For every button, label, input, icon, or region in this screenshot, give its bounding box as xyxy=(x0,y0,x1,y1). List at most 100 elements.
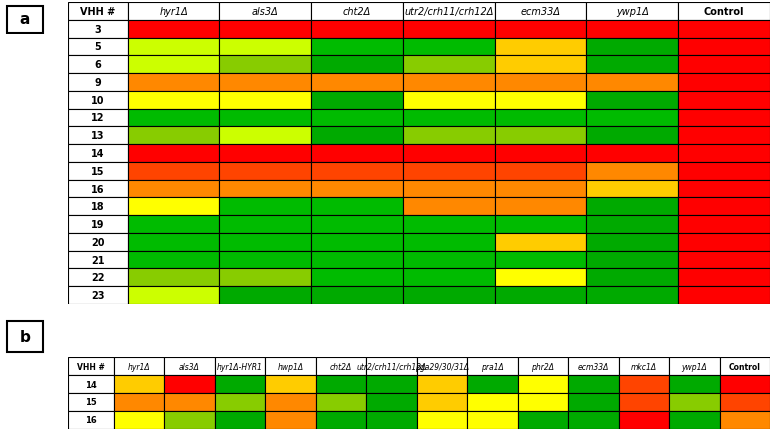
Bar xyxy=(68,3,127,21)
Bar xyxy=(311,198,403,216)
Bar xyxy=(495,251,587,269)
Bar xyxy=(68,216,127,233)
Bar xyxy=(587,56,679,74)
Bar xyxy=(417,375,467,393)
Bar xyxy=(265,357,316,375)
Bar xyxy=(568,411,618,429)
Bar xyxy=(219,56,311,74)
Text: 19: 19 xyxy=(91,220,104,230)
Bar xyxy=(68,74,127,92)
Bar xyxy=(127,92,219,109)
Text: utr2/crh11/crh12Δ: utr2/crh11/crh12Δ xyxy=(356,362,426,371)
Text: 9: 9 xyxy=(94,78,101,88)
Bar xyxy=(215,411,265,429)
Bar xyxy=(311,3,403,21)
Bar xyxy=(495,269,587,286)
Bar xyxy=(215,393,265,411)
Bar xyxy=(568,393,618,411)
Bar xyxy=(495,145,587,163)
Text: 15: 15 xyxy=(85,398,96,406)
Bar xyxy=(467,393,517,411)
Bar xyxy=(679,21,770,38)
Bar xyxy=(417,393,467,411)
Bar xyxy=(215,375,265,393)
Text: 21: 21 xyxy=(91,255,104,265)
Bar xyxy=(68,357,113,375)
Bar xyxy=(403,74,495,92)
Text: 14: 14 xyxy=(91,149,104,159)
Bar xyxy=(127,56,219,74)
Bar xyxy=(219,233,311,251)
Bar xyxy=(68,163,127,180)
Bar xyxy=(68,21,127,38)
Bar xyxy=(219,180,311,198)
Bar xyxy=(311,145,403,163)
Bar xyxy=(403,286,495,304)
Text: cht2Δ: cht2Δ xyxy=(330,362,352,371)
Bar xyxy=(495,92,587,109)
Bar xyxy=(587,21,679,38)
Text: 16: 16 xyxy=(91,184,104,194)
Bar xyxy=(679,198,770,216)
Bar xyxy=(366,393,417,411)
Bar xyxy=(127,3,219,21)
Bar xyxy=(127,109,219,127)
Bar xyxy=(265,375,316,393)
Bar xyxy=(127,286,219,304)
Bar xyxy=(495,216,587,233)
Bar xyxy=(311,92,403,109)
Text: hwp1Δ: hwp1Δ xyxy=(277,362,303,371)
Bar xyxy=(366,411,417,429)
Bar xyxy=(679,92,770,109)
Bar xyxy=(311,56,403,74)
Bar xyxy=(618,411,669,429)
Bar xyxy=(587,286,679,304)
Bar xyxy=(720,357,770,375)
Bar xyxy=(679,269,770,286)
Bar xyxy=(403,127,495,145)
Text: 14: 14 xyxy=(85,380,96,389)
Bar xyxy=(219,109,311,127)
Bar xyxy=(587,198,679,216)
Bar xyxy=(467,357,517,375)
Text: a: a xyxy=(20,12,30,28)
Bar xyxy=(127,216,219,233)
Bar xyxy=(568,375,618,393)
Bar xyxy=(113,375,164,393)
Text: 3: 3 xyxy=(94,25,101,34)
Text: 18: 18 xyxy=(91,202,105,212)
Bar xyxy=(720,393,770,411)
Bar xyxy=(679,145,770,163)
Bar xyxy=(311,74,403,92)
Bar xyxy=(495,180,587,198)
Bar xyxy=(265,393,316,411)
Bar xyxy=(219,3,311,21)
Text: hyr1Δ-HYR1: hyr1Δ-HYR1 xyxy=(217,362,262,371)
Bar xyxy=(679,180,770,198)
Text: Control: Control xyxy=(729,362,760,371)
Bar xyxy=(669,375,720,393)
Bar xyxy=(219,286,311,304)
Bar xyxy=(127,180,219,198)
Bar xyxy=(164,393,215,411)
Bar xyxy=(403,3,495,21)
Bar xyxy=(517,411,568,429)
Bar xyxy=(311,127,403,145)
Text: pga29/30/31Δ: pga29/30/31Δ xyxy=(415,362,469,371)
Bar xyxy=(403,251,495,269)
Bar xyxy=(164,375,215,393)
Bar xyxy=(587,251,679,269)
Bar xyxy=(587,145,679,163)
Bar xyxy=(587,180,679,198)
Bar xyxy=(127,233,219,251)
Bar xyxy=(618,357,669,375)
Text: ecm33Δ: ecm33Δ xyxy=(577,362,609,371)
Text: 12: 12 xyxy=(91,113,104,123)
Bar xyxy=(467,375,517,393)
Bar xyxy=(113,357,164,375)
Bar xyxy=(495,286,587,304)
Bar xyxy=(403,216,495,233)
Text: 10: 10 xyxy=(91,95,104,105)
Bar xyxy=(679,251,770,269)
Bar xyxy=(68,393,113,411)
